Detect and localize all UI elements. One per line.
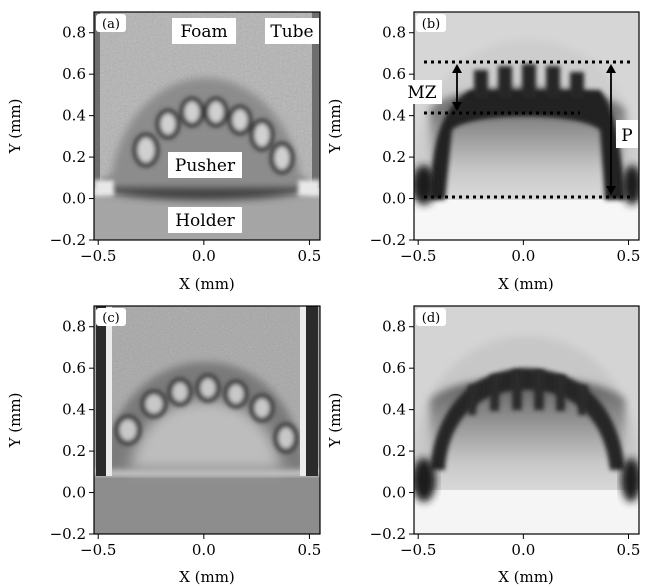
y-tick-label: 0.0 — [382, 484, 406, 502]
annotation-p-text: P — [621, 126, 632, 146]
panel-d: (d) −0.5 0.0 0.5 −0.2 0.0 0.2 0.4 0.6 0.8 X (mm)… — [326, 306, 641, 586]
annotation-holder-text: Holder — [175, 211, 235, 231]
annotation-foam: Foam — [172, 18, 236, 44]
y-tick-label: 0.8 — [62, 24, 86, 42]
y-tick-label: −0.2 — [50, 231, 86, 249]
y-tick-label: 0.6 — [382, 65, 406, 83]
x-tick-label: 0.0 — [192, 247, 216, 265]
panel-c-xlabel: X (mm) — [179, 568, 235, 586]
panel-c-image — [94, 306, 320, 534]
y-tick-label: −0.2 — [50, 525, 86, 543]
y-tick-label: 0.6 — [62, 65, 86, 83]
panel-d-label-box: (d) — [416, 308, 446, 326]
y-tick-label: 0.8 — [382, 318, 406, 336]
x-tick-label: −0.5 — [80, 541, 116, 559]
x-tick-label: 0.5 — [617, 541, 641, 559]
annotation-foam-text: Foam — [180, 22, 227, 42]
y-tick-label: 0.8 — [62, 318, 86, 336]
panel-b-image — [412, 12, 642, 240]
annotation-pusher: Pusher — [168, 152, 242, 178]
y-tick-label: 0.6 — [382, 359, 406, 377]
x-tick-label: −0.5 — [400, 247, 436, 265]
x-tick-label: 0.0 — [511, 541, 535, 559]
x-tick-label: 0.0 — [511, 247, 535, 265]
x-tick-label: 0.5 — [617, 247, 641, 265]
annotation-tube-text: Tube — [270, 22, 313, 42]
annotation-mz: MZ — [402, 80, 442, 104]
y-tick-label: 0.6 — [62, 359, 86, 377]
y-tick-label: −0.2 — [370, 525, 406, 543]
y-tick-label: 0.4 — [62, 401, 86, 419]
y-tick-label: 0.2 — [382, 442, 406, 460]
y-tick-label: 0.2 — [62, 442, 86, 460]
panel-a-label: (a) — [102, 17, 120, 32]
annotation-p: P — [616, 120, 638, 148]
y-tick-label: 0.2 — [382, 148, 406, 166]
y-tick-label: 0.4 — [382, 401, 406, 419]
y-tick-label: 0.4 — [62, 107, 86, 125]
panel-c-label: (c) — [102, 311, 119, 326]
panel-a: (a) Foam Tube Pusher Holder −0.5 0.0 0.5 −0… — [6, 12, 321, 293]
panel-a-image — [94, 12, 320, 240]
panel-b-ylabel: Y (mm) — [326, 99, 344, 155]
y-tick-label: 0.0 — [62, 484, 86, 502]
y-tick-label: −0.2 — [370, 231, 406, 249]
panel-c: (c) −0.5 0.0 0.5 −0.2 0.0 0.2 0.4 0.6 0.8 X (mm)… — [6, 306, 321, 586]
y-tick-label: 0.2 — [62, 148, 86, 166]
x-tick-label: 0.0 — [192, 541, 216, 559]
panel-b: (b) MZ P −0.5 0.0 0.5 −0.2 0.0 0.2 0.4 0.6 0.8 X… — [326, 12, 642, 293]
x-tick-label: −0.5 — [80, 247, 116, 265]
panel-b-label: (b) — [422, 17, 440, 32]
annotation-holder: Holder — [168, 207, 242, 233]
panel-c-label-box: (c) — [96, 308, 126, 326]
x-tick-label: −0.5 — [400, 541, 436, 559]
x-tick-label: 0.5 — [298, 541, 322, 559]
annotation-pusher-text: Pusher — [175, 156, 236, 176]
annotation-mz-text: MZ — [407, 83, 436, 103]
x-tick-label: 0.5 — [298, 247, 322, 265]
y-tick-label: 0.4 — [382, 107, 406, 125]
panel-d-xlabel: X (mm) — [498, 568, 554, 586]
y-tick-label: 0.8 — [382, 24, 406, 42]
annotation-tube: Tube — [265, 18, 319, 44]
panel-d-image — [412, 306, 641, 534]
panel-d-label: (d) — [422, 311, 440, 326]
panel-a-label-box: (a) — [96, 14, 126, 32]
panel-a-ylabel: Y (mm) — [6, 99, 24, 155]
panel-b-xlabel: X (mm) — [498, 275, 554, 293]
y-tick-label: 0.0 — [382, 190, 406, 208]
panel-a-xlabel: X (mm) — [179, 275, 235, 293]
panel-d-ylabel: Y (mm) — [326, 393, 344, 449]
panel-b-label-box: (b) — [416, 14, 446, 32]
y-tick-label: 0.0 — [62, 190, 86, 208]
panel-c-ylabel: Y (mm) — [6, 393, 24, 449]
